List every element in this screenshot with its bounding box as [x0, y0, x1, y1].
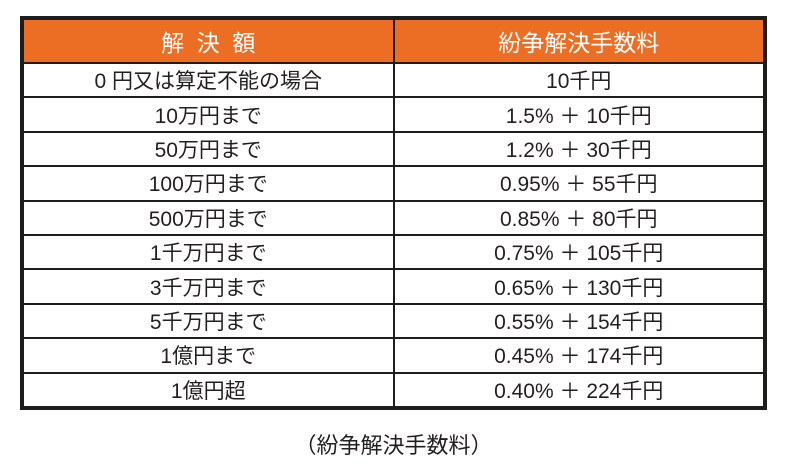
settlement-amount-cell: 500万円まで — [21, 199, 395, 236]
table-row: 500万円まで 0.85% ＋ 80千円 — [21, 199, 766, 236]
table-header: 解決額 紛争解決手数料 — [21, 17, 766, 64]
dispute-fee-table: 解決額 紛争解決手数料 0 円又は算定不能の場合 10千円 10万円まで 1.5… — [20, 16, 767, 410]
table-body: 0 円又は算定不能の場合 10千円 10万円まで 1.5% ＋ 10千円 50万… — [21, 61, 766, 409]
column-header-settlement-amount: 解決額 — [21, 17, 395, 64]
dispute-fee-cell: 0.95% ＋ 55千円 — [392, 165, 766, 202]
table-row: 10万円まで 1.5% ＋ 10千円 — [21, 96, 766, 133]
dispute-fee-cell: 1.5% ＋ 10千円 — [392, 96, 766, 133]
settlement-amount-cell: 0 円又は算定不能の場合 — [21, 61, 395, 99]
table-row: 5千万円まで 0.55% ＋ 154千円 — [21, 302, 766, 340]
settlement-amount-cell: 1億円まで — [21, 337, 395, 374]
dispute-fee-cell: 0.85% ＋ 80千円 — [392, 199, 766, 236]
table-row: 3千万円まで 0.65% ＋ 130千円 — [21, 268, 766, 305]
settlement-amount-cell: 50万円まで — [21, 130, 395, 168]
table-row: 0 円又は算定不能の場合 10千円 — [21, 61, 766, 99]
table-row: 1億円まで 0.45% ＋ 174千円 — [21, 337, 766, 374]
dispute-fee-cell: 0.75% ＋ 105千円 — [392, 233, 766, 271]
column-header-dispute-fee: 紛争解決手数料 — [392, 17, 766, 64]
settlement-amount-cell: 5千万円まで — [21, 302, 395, 340]
dispute-fee-cell: 0.45% ＋ 174千円 — [392, 337, 766, 374]
header-row: 解決額 紛争解決手数料 — [21, 17, 766, 64]
settlement-amount-cell: 1億円超 — [21, 371, 395, 409]
dispute-fee-cell: 10千円 — [392, 61, 766, 99]
dispute-fee-cell: 1.2% ＋ 30千円 — [392, 130, 766, 168]
fee-table-container: 解決額 紛争解決手数料 0 円又は算定不能の場合 10千円 10万円まで 1.5… — [20, 16, 767, 410]
dispute-fee-cell: 0.40% ＋ 224千円 — [392, 371, 766, 409]
table-row: 100万円まで 0.95% ＋ 55千円 — [21, 165, 766, 202]
dispute-fee-cell: 0.55% ＋ 154千円 — [392, 302, 766, 340]
table-row: 1億円超 0.40% ＋ 224千円 — [21, 371, 766, 409]
table-row: 1千万円まで 0.75% ＋ 105千円 — [21, 233, 766, 271]
settlement-amount-cell: 100万円まで — [21, 165, 395, 202]
table-caption: （紛争解決手数料） — [294, 433, 493, 458]
dispute-fee-cell: 0.65% ＋ 130千円 — [392, 268, 766, 305]
settlement-amount-cell: 3千万円まで — [21, 268, 395, 305]
settlement-amount-cell: 10万円まで — [21, 96, 395, 133]
settlement-amount-cell: 1千万円まで — [21, 233, 395, 271]
table-row: 50万円まで 1.2% ＋ 30千円 — [21, 130, 766, 168]
